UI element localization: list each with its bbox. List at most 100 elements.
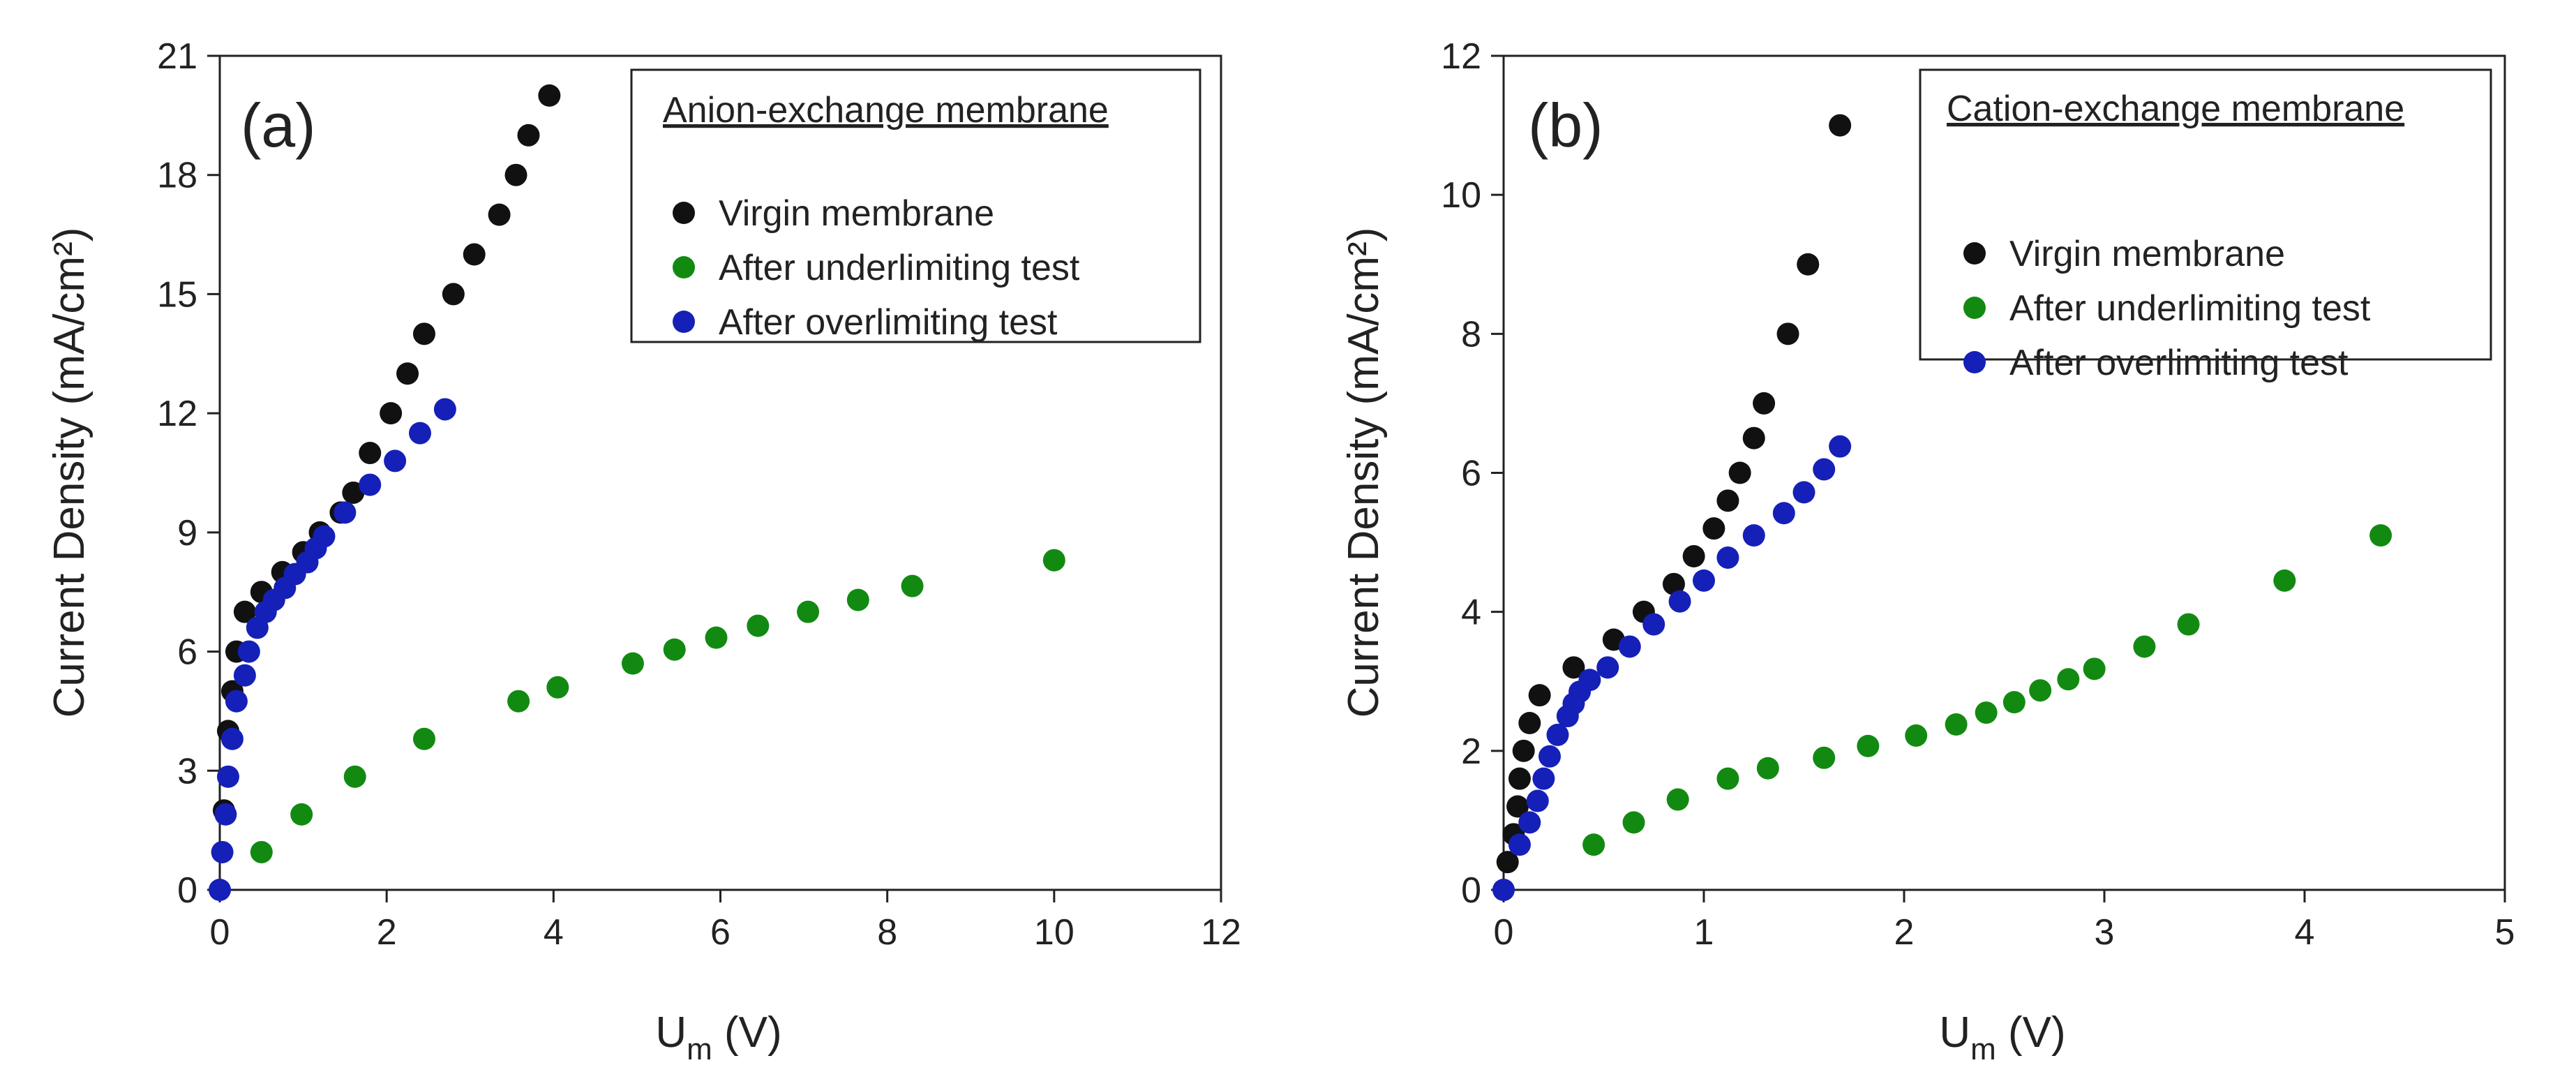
legend-marker-underlimiting [673, 256, 695, 278]
x-tick-label: 0 [210, 912, 230, 953]
y-tick-label: 9 [177, 513, 197, 553]
data-point-after-underlimiting-test [846, 588, 869, 611]
data-point-virgin-membrane [1518, 712, 1541, 734]
data-point-after-underlimiting-test [1622, 811, 1645, 834]
y-axis-title: Current Density (mA/cm²) [1340, 228, 1388, 718]
data-point-after-underlimiting-test [1945, 713, 1968, 736]
y-tick-label: 6 [1461, 454, 1481, 494]
data-point-after-overlimiting-test [1813, 458, 1836, 481]
x-axis-title: Um (V) [655, 1009, 781, 1066]
data-point-virgin-membrane [1702, 517, 1725, 540]
x-axis-title: Um (V) [1939, 1009, 2065, 1066]
y-tick-label: 15 [157, 274, 197, 315]
data-point-virgin-membrane [412, 322, 435, 345]
data-point-after-underlimiting-test [1813, 746, 1836, 769]
data-point-after-underlimiting-test [2057, 668, 2080, 691]
x-tick-label: 12 [1201, 912, 1241, 953]
y-tick-label: 2 [1461, 731, 1481, 772]
data-point-virgin-membrane [442, 283, 465, 306]
data-point-after-overlimiting-test [214, 803, 237, 826]
data-point-after-overlimiting-test [1772, 502, 1795, 525]
data-point-after-overlimiting-test [384, 449, 407, 472]
data-points [209, 84, 1065, 901]
data-point-after-underlimiting-test [2177, 613, 2200, 636]
data-point-virgin-membrane [1506, 795, 1529, 818]
x-tick-label: 3 [2095, 912, 2115, 953]
data-point-after-overlimiting-test [220, 727, 244, 750]
data-point-virgin-membrane [1562, 656, 1585, 679]
x-tick-label: 2 [377, 912, 397, 953]
data-point-virgin-membrane [1496, 851, 1519, 874]
x-axis-title-main: U [655, 1009, 687, 1057]
x-axis-title-unit: (V) [1996, 1009, 2066, 1057]
y-tick-label: 3 [177, 751, 197, 791]
data-point-after-overlimiting-test [1578, 669, 1601, 692]
panel-label: (b) [1528, 91, 1603, 160]
data-point-virgin-membrane [504, 163, 527, 186]
y-tick-label: 12 [157, 394, 197, 434]
data-point-after-overlimiting-test [1526, 789, 1549, 812]
data-point-after-underlimiting-test [1582, 833, 1605, 856]
data-point-after-overlimiting-test [225, 690, 248, 713]
data-point-virgin-membrane [1682, 545, 1705, 567]
legend-marker-underlimiting [1963, 297, 1986, 319]
data-point-after-underlimiting-test [1042, 549, 1065, 572]
data-point-virgin-membrane [517, 124, 540, 147]
legend-label-virgin: Virgin membrane [2009, 234, 2285, 274]
x-tick-label: 1 [1694, 912, 1714, 953]
y-tick-label: 6 [177, 632, 197, 673]
data-point-after-overlimiting-test [1618, 635, 1641, 658]
data-point-virgin-membrane [1797, 253, 1820, 276]
data-point-after-overlimiting-test [1642, 613, 1665, 636]
y-axis-ticks: 0 3 6 9 12 15 18 21 [157, 36, 220, 911]
data-point-after-underlimiting-test [1905, 724, 1928, 747]
data-point-virgin-membrane [396, 362, 419, 385]
data-point-virgin-membrane [488, 203, 511, 226]
y-tick-label: 18 [157, 156, 197, 196]
x-axis-title-subscript: m [687, 1032, 712, 1066]
x-axis-ticks: 0 1 2 3 4 5 [1494, 890, 2515, 953]
data-point-after-overlimiting-test [1532, 767, 1555, 790]
data-point-after-overlimiting-test [1829, 435, 1852, 458]
data-point-virgin-membrane [359, 442, 382, 465]
legend-label-virgin: Virgin membrane [719, 193, 994, 234]
data-point-after-overlimiting-test [1492, 879, 1515, 901]
data-point-after-overlimiting-test [433, 398, 456, 421]
plot-area-frame [218, 54, 1222, 891]
y-tick-label: 10 [1441, 175, 1481, 216]
data-point-after-underlimiting-test [250, 840, 273, 863]
data-point-virgin-membrane [1728, 461, 1751, 484]
data-point-virgin-membrane [1716, 489, 1739, 512]
data-point-after-overlimiting-test [1792, 481, 1815, 504]
data-point-after-overlimiting-test [313, 525, 336, 548]
data-point-after-overlimiting-test [233, 664, 256, 687]
legend-box [1919, 68, 2492, 361]
x-axis-title-subscript: m [1970, 1032, 1996, 1066]
chart-panel-a: (a) Anion-exchange membrane Virgin membr… [45, 36, 1241, 1066]
y-axis-ticks: 0 2 4 6 8 10 12 [1441, 36, 1504, 911]
data-point-virgin-membrane [463, 243, 486, 266]
x-axis-title-unit: (V) [712, 1009, 782, 1057]
data-point-virgin-membrane [1776, 322, 1799, 345]
x-tick-label: 5 [2495, 912, 2515, 953]
data-point-after-underlimiting-test [705, 626, 728, 649]
data-point-after-overlimiting-test [359, 473, 382, 496]
data-point-after-overlimiting-test [1596, 656, 1619, 679]
x-axis-ticks: 0 2 4 6 8 10 12 [210, 890, 1241, 953]
data-point-after-overlimiting-test [1508, 833, 1531, 856]
data-point-after-overlimiting-test [1518, 811, 1541, 834]
data-point-after-underlimiting-test [546, 676, 569, 699]
y-tick-label: 12 [1441, 36, 1481, 77]
data-point-after-underlimiting-test [621, 652, 644, 675]
legend: Anion-exchange membrane Virgin membrane … [630, 68, 1201, 343]
data-point-after-underlimiting-test [663, 638, 686, 661]
data-point-virgin-membrane [538, 84, 561, 107]
data-point-after-overlimiting-test [1693, 569, 1715, 592]
x-tick-label: 10 [1034, 912, 1074, 953]
legend-marker-overlimiting [673, 311, 695, 333]
legend-marker-virgin [1963, 242, 1986, 265]
data-point-virgin-membrane [1508, 767, 1531, 790]
data-point-after-underlimiting-test [1756, 757, 1779, 780]
data-point-virgin-membrane [342, 481, 365, 504]
